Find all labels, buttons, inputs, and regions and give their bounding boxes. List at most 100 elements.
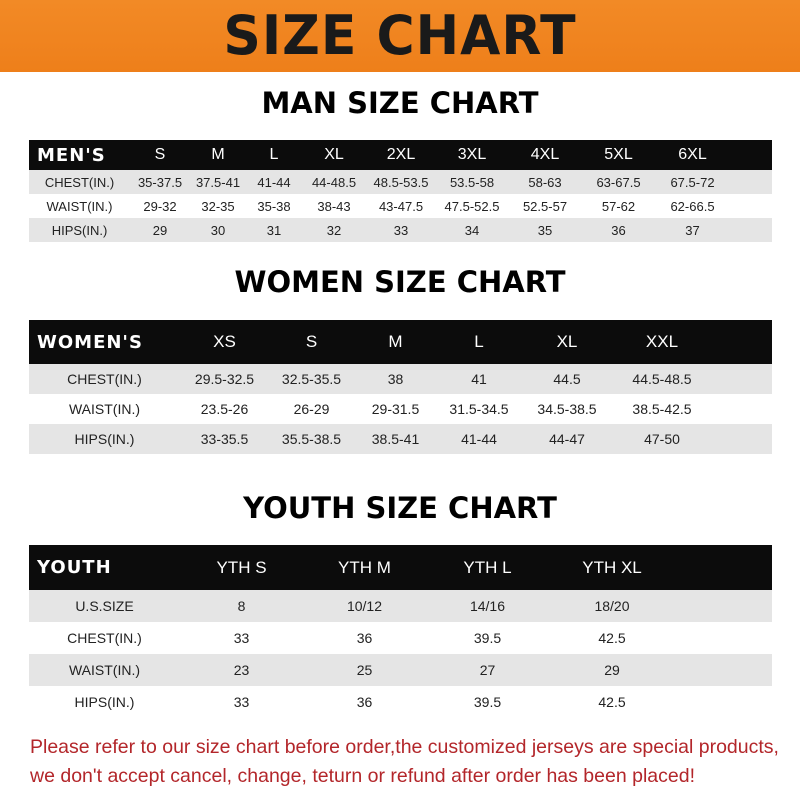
table-cell: 34 <box>464 222 480 238</box>
table-cell: 33-35.5 <box>200 431 249 447</box>
table-cell: 36 <box>611 222 626 238</box>
table-cell: 5XL <box>604 146 633 163</box>
table-cell: M <box>211 146 225 163</box>
table-cell: 41-44 <box>257 174 291 190</box>
table-cell: 23.5-26 <box>200 401 249 417</box>
table-cell: S <box>305 332 318 351</box>
table-cell: XXL <box>645 332 679 351</box>
women-section-title: WOMEN SIZE CHART <box>234 265 566 299</box>
table-cell: 2XL <box>386 146 416 163</box>
table-cell: M <box>388 332 403 351</box>
table-header-row: WOMEN'S XS S M L XL XXL <box>29 320 772 364</box>
table-cell: YTH L <box>463 557 512 577</box>
table-cell: 47.5-52.5 <box>444 198 500 214</box>
table-cell: 36 <box>356 694 373 710</box>
row-label: WOMEN'S <box>37 331 143 353</box>
row-label: U.S.SIZE <box>75 598 134 614</box>
table-cell: 29 <box>152 222 168 238</box>
table-cell: 35-37.5 <box>137 174 183 190</box>
table-cell: 53.5-58 <box>449 174 495 190</box>
table-cell: 14/16 <box>469 598 506 614</box>
table-cell: 38.5-42.5 <box>632 401 692 417</box>
table-cell: 41-44 <box>461 431 497 447</box>
table-cell: 48.5-53.5 <box>373 174 429 190</box>
row-label: WAIST(IN.) <box>68 401 141 417</box>
table-cell: 8 <box>237 598 246 614</box>
table-row: HIPS(IN.) 29 30 31 32 33 34 35 36 37 <box>29 218 772 242</box>
table-row: WAIST(IN.) 23.5-26 26-29 29-31.5 31.5-34.5 34… <box>29 394 772 424</box>
table-cell: 42.5 <box>598 694 626 710</box>
table-cell: 62-66.5 <box>670 198 715 214</box>
table-row: WAIST(IN.) 29-32 32-35 35-38 38-43 43-47.5 47.… <box>29 194 772 218</box>
youth-size-table: YOUTH YTH S YTH M YTH L YTH XL U.S.SIZE 8 10/12… <box>29 545 772 718</box>
women-size-table: WOMEN'S XS S M L XL XXL CHEST(IN.) 29.5-32.5 32.5… <box>29 320 772 454</box>
row-label: HIPS(IN.) <box>51 222 108 238</box>
table-cell: 57-62 <box>601 198 636 214</box>
row-label: WAIST(IN.) <box>46 198 113 214</box>
table-cell: 63-67.5 <box>596 174 641 190</box>
table-cell: 3XL <box>457 146 487 163</box>
table-cell: 4XL <box>530 146 560 163</box>
row-label: CHEST(IN.) <box>67 371 142 387</box>
table-cell: 35 <box>537 222 553 238</box>
table-cell: 42.5 <box>598 630 626 646</box>
table-cell: 44.5 <box>553 371 581 387</box>
table-cell: YTH M <box>338 557 391 577</box>
table-cell: XL <box>324 146 344 163</box>
table-cell: S <box>154 146 166 163</box>
table-cell: XS <box>213 332 236 351</box>
order-notice-line-1: Please refer to our size chart before or… <box>30 736 779 758</box>
table-row: HIPS(IN.) 33 36 39.5 42.5 <box>29 686 772 718</box>
table-cell: 67.5-72 <box>670 174 715 190</box>
table-cell: 18/20 <box>594 598 630 614</box>
table-cell: 25 <box>356 662 373 678</box>
table-cell: 43-47.5 <box>378 198 424 214</box>
table-cell: 23 <box>233 662 250 678</box>
table-cell: 41 <box>471 371 487 387</box>
table-cell: 37 <box>685 222 700 238</box>
table-cell: 6XL <box>678 146 707 163</box>
table-cell: 31.5-34.5 <box>449 401 509 417</box>
table-cell: YTH XL <box>582 557 642 577</box>
table-row: CHEST(IN.) 33 36 39.5 42.5 <box>29 622 772 654</box>
row-label: MEN'S <box>37 144 106 166</box>
row-label: YOUTH <box>37 557 112 578</box>
table-cell: 58-63 <box>528 174 562 190</box>
table-header-row: YOUTH YTH S YTH M YTH L YTH XL <box>29 545 772 590</box>
table-cell: 38.5-41 <box>371 431 420 447</box>
banner-title: SIZE CHART <box>223 4 577 68</box>
row-label: HIPS(IN.) <box>74 431 135 447</box>
table-row: CHEST(IN.) 35-37.5 37.5-41 41-44 44-48.5 48.5… <box>29 170 772 194</box>
table-cell: 34.5-38.5 <box>537 401 597 417</box>
table-cell: 29-31.5 <box>371 401 420 417</box>
table-cell: 27 <box>479 662 496 678</box>
table-cell: 33 <box>233 694 250 710</box>
table-cell: 29 <box>604 662 620 678</box>
table-cell: 44.5-48.5 <box>632 371 692 387</box>
row-label: WAIST(IN.) <box>68 662 141 678</box>
table-cell: 44-47 <box>549 431 585 447</box>
table-row: WAIST(IN.) 23 25 27 29 <box>29 654 772 686</box>
table-cell: 32-35 <box>201 198 235 214</box>
table-row: CHEST(IN.) 29.5-32.5 32.5-35.5 38 41 44.5 44.5… <box>29 364 772 394</box>
table-cell: 32.5-35.5 <box>281 371 342 387</box>
table-cell: L <box>474 332 484 351</box>
table-cell: 39.5 <box>473 630 502 646</box>
table-cell: 29.5-32.5 <box>194 371 255 387</box>
table-cell: 38 <box>387 371 404 387</box>
size-chart-banner: SIZE CHART <box>0 0 800 72</box>
table-cell: 37.5-41 <box>195 174 241 190</box>
table-cell: 35.5-38.5 <box>281 431 342 447</box>
table-cell: 33 <box>233 630 250 646</box>
men-section-title: MAN SIZE CHART <box>261 86 539 120</box>
table-row: U.S.SIZE 8 10/12 14/16 18/20 <box>29 590 772 622</box>
youth-section-title: YOUTH SIZE CHART <box>243 491 557 525</box>
table-cell: 31 <box>266 222 282 238</box>
table-cell: 29-32 <box>143 198 177 214</box>
table-cell: L <box>269 146 279 163</box>
row-label: CHEST(IN.) <box>44 174 115 190</box>
row-label: HIPS(IN.) <box>74 694 135 710</box>
table-cell: 38-43 <box>317 198 351 214</box>
table-cell: XL <box>556 332 578 351</box>
table-cell: 35-38 <box>257 198 291 214</box>
